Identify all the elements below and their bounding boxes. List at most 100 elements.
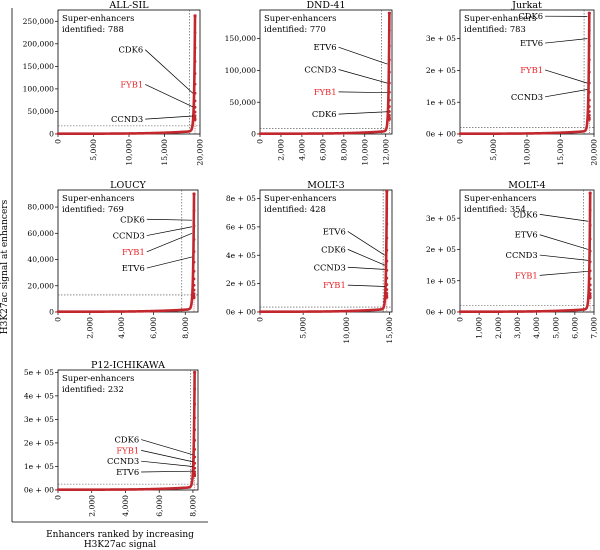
super-enhancer-point bbox=[589, 284, 592, 287]
gene-label-cdk6: CDK6 bbox=[321, 244, 346, 254]
x-tick-label: 2,000 bbox=[87, 495, 96, 517]
super-enhancer-point bbox=[194, 111, 197, 114]
gene-label-cdk6: CDK6 bbox=[114, 435, 139, 445]
super-enhancer-point bbox=[385, 190, 388, 193]
super-enhancer-point bbox=[388, 91, 391, 94]
gene-leader-line bbox=[540, 255, 588, 260]
y-tick-label: 0e + 00 bbox=[226, 308, 256, 317]
super-enhancer-point bbox=[589, 270, 592, 273]
x-tick-label: 8,000 bbox=[339, 139, 348, 161]
x-tick-label: 20,000 bbox=[590, 139, 599, 166]
super-enhancer-point bbox=[589, 238, 592, 241]
x-tick-label: 1,000 bbox=[475, 317, 484, 339]
x-tick-label: 0 bbox=[456, 139, 465, 144]
x-tick-label: 15,000 bbox=[556, 139, 565, 166]
gene-label-etv6: ETV6 bbox=[323, 226, 346, 236]
y-tick-label: 40,000 bbox=[27, 255, 54, 264]
panel-title: ALL-SIL bbox=[108, 0, 149, 11]
super-enhancer-point bbox=[385, 269, 388, 272]
panel-title: Jurkat bbox=[511, 0, 542, 11]
super-enhancer-point bbox=[193, 270, 196, 273]
x-tick-label: 0 bbox=[54, 139, 63, 144]
x-tick-label: 6,000 bbox=[318, 139, 327, 161]
gene-leader-line bbox=[348, 267, 385, 269]
super-enhancer-point bbox=[193, 14, 196, 17]
x-tick-label: 2,000 bbox=[494, 317, 503, 339]
x-tick-label: 15,000 bbox=[160, 139, 169, 166]
x-tick-label: 7,000 bbox=[590, 317, 599, 339]
super-enhancer-point bbox=[193, 470, 196, 473]
x-tick-label: 5,000 bbox=[489, 139, 498, 161]
super-enhancer-point bbox=[588, 110, 591, 113]
gene-leader-line bbox=[545, 39, 587, 43]
panel-title: DND-41 bbox=[306, 0, 345, 11]
super-enhancer-point bbox=[194, 83, 197, 86]
y-tick-label: 3e + 05 bbox=[24, 415, 54, 424]
super-enhancer-point bbox=[589, 209, 592, 212]
y-tick-label: 50,000 bbox=[229, 98, 256, 107]
gene-leader-line bbox=[540, 235, 588, 250]
gene-label-ccnd3: CCND3 bbox=[107, 456, 139, 466]
super-enhancer-point bbox=[193, 428, 196, 431]
gene-label-fyb1: FYB1 bbox=[314, 87, 337, 97]
gene-leader-line bbox=[339, 47, 388, 64]
super-enhancer-point bbox=[192, 192, 195, 195]
y-tick-label: 0 bbox=[49, 130, 54, 139]
gene-label-ccnd3: CCND3 bbox=[314, 262, 346, 272]
super-enhancer-point bbox=[193, 224, 196, 227]
gene-label-fyb1: FYB1 bbox=[116, 445, 139, 455]
panel-all-sil: ALL-SIL050,000100,000150,000200,000250,0… bbox=[23, 0, 205, 166]
x-tick-label: 12,000 bbox=[381, 139, 390, 166]
gene-label-cdk6: CDK6 bbox=[120, 214, 145, 224]
gene-leader-line bbox=[540, 214, 588, 221]
info-box-line1: Super-enhancers bbox=[62, 373, 134, 383]
super-enhancer-point bbox=[193, 261, 196, 264]
gene-label-ccnd3: CCND3 bbox=[304, 65, 336, 75]
super-enhancer-point bbox=[193, 388, 196, 391]
super-enhancer-point bbox=[193, 250, 196, 253]
super-enhancer-point bbox=[193, 403, 196, 406]
x-tick-label: 0 bbox=[256, 139, 265, 144]
x-tick-label: 20,000 bbox=[196, 139, 205, 166]
super-enhancer-point bbox=[589, 289, 592, 292]
gene-leader-line bbox=[147, 233, 192, 252]
super-enhancer-point bbox=[588, 91, 591, 94]
y-tick-label: 5e + 05 bbox=[24, 368, 54, 377]
y-tick-label: 3e + 05 bbox=[426, 34, 456, 43]
gene-label-etv6: ETV6 bbox=[122, 263, 145, 273]
y-tick-label: 100,000 bbox=[225, 66, 257, 75]
panel-title: P12-ICHIKAWA bbox=[91, 360, 165, 371]
gene-label-ccnd3: CCND3 bbox=[511, 92, 543, 102]
y-tick-label: 0 bbox=[251, 130, 256, 139]
x-tick-label: 0 bbox=[456, 317, 465, 322]
gene-leader-line bbox=[141, 461, 192, 466]
y-tick-label: 1e + 05 bbox=[426, 276, 456, 285]
super-enhancer-point bbox=[194, 72, 197, 75]
y-tick-label: 0e + 00 bbox=[426, 308, 456, 317]
super-enhancer-point bbox=[193, 448, 196, 451]
y-tick-label: 8e + 05 bbox=[226, 194, 256, 203]
y-tick-label: 150,000 bbox=[225, 34, 257, 43]
super-enhancer-point bbox=[193, 277, 196, 280]
y-tick-label: 2e + 05 bbox=[24, 439, 54, 448]
super-enhancer-point bbox=[589, 250, 592, 253]
super-enhancer-point bbox=[388, 44, 391, 47]
gene-leader-line bbox=[545, 89, 587, 96]
super-enhancer-point bbox=[193, 416, 196, 419]
super-enhancer-point bbox=[194, 92, 197, 95]
super-enhancer-point bbox=[589, 292, 592, 295]
gene-label-fyb1: FYB1 bbox=[515, 270, 538, 280]
y-tick-label: 1e + 05 bbox=[426, 98, 456, 107]
gene-label-cdk6: CDK6 bbox=[118, 45, 143, 55]
y-tick-label: 20,000 bbox=[27, 281, 54, 290]
super-enhancer-point bbox=[385, 207, 388, 210]
x-tick-label: 6,000 bbox=[155, 495, 164, 517]
y-tick-label: 150,000 bbox=[23, 62, 55, 71]
super-enhancer-point bbox=[388, 110, 391, 113]
super-enhancer-point bbox=[589, 224, 592, 227]
